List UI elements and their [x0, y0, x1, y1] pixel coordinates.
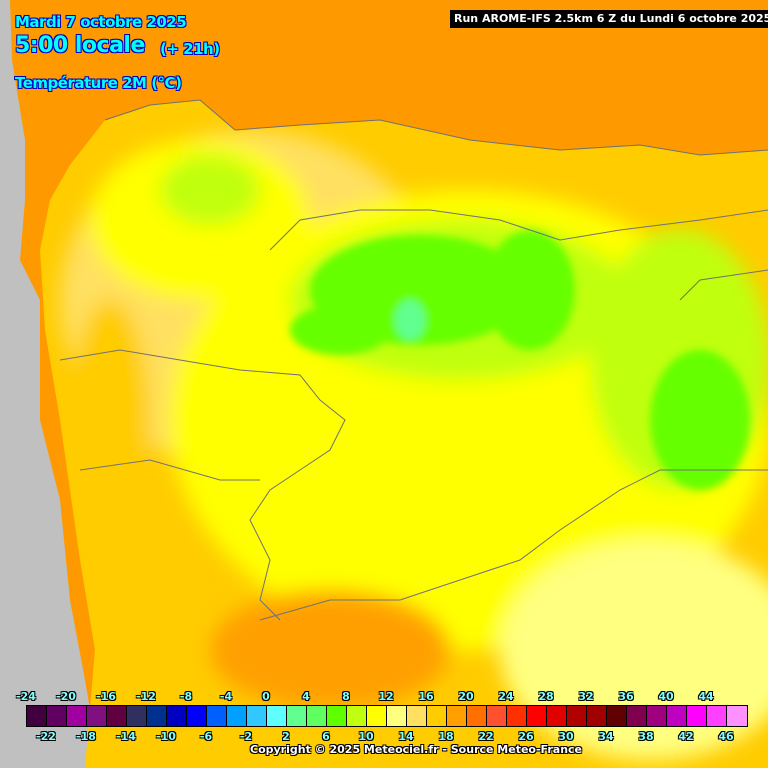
legend-label-bottom: -22 [36, 730, 56, 743]
legend-label-bottom: 14 [398, 730, 414, 743]
legend-label-bottom: 38 [638, 730, 654, 743]
legend-swatch [427, 706, 447, 726]
legend-swatch [687, 706, 707, 726]
legend-swatch [587, 706, 607, 726]
legend-swatch [307, 706, 327, 726]
legend-swatch [447, 706, 467, 726]
legend-swatch [107, 706, 127, 726]
legend-swatch [167, 706, 187, 726]
forecast-date: Mardi 7 octobre 2025 [15, 13, 187, 31]
legend-swatch [347, 706, 367, 726]
legend-label-bottom: 34 [598, 730, 614, 743]
legend-label-top: 36 [618, 690, 634, 703]
legend-swatch [27, 706, 47, 726]
legend-label-bottom: 2 [282, 730, 290, 743]
legend-swatch [707, 706, 727, 726]
legend-swatch [667, 706, 687, 726]
legend-swatch [547, 706, 567, 726]
legend-label-top: 12 [378, 690, 394, 703]
legend-label-bottom: -18 [76, 730, 96, 743]
borders [59, 99, 768, 621]
color-scale-legend [26, 705, 748, 727]
legend-swatch [187, 706, 207, 726]
legend-label-top: 40 [658, 690, 674, 703]
outside-domain [0, 0, 100, 768]
legend-swatch [287, 706, 307, 726]
legend-label-bottom: 18 [438, 730, 454, 743]
legend-label-top: 24 [498, 690, 514, 703]
legend-swatch [727, 706, 747, 726]
legend-swatch [507, 706, 527, 726]
legend-label-top: 28 [538, 690, 554, 703]
legend-label-top: -16 [96, 690, 116, 703]
legend-swatch [387, 706, 407, 726]
legend-label-top: 16 [418, 690, 434, 703]
legend-swatch [267, 706, 287, 726]
legend-swatch [87, 706, 107, 726]
legend-label-bottom: 10 [358, 730, 374, 743]
forecast-time: 5:00 locale [15, 33, 145, 58]
model-run-banner: Run AROME-IFS 2.5km 6 Z du Lundi 6 octob… [450, 10, 768, 28]
legend-label-top: 44 [698, 690, 714, 703]
legend-label-bottom: 30 [558, 730, 574, 743]
legend-label-top: -8 [179, 690, 193, 703]
legend-label-bottom: 22 [478, 730, 494, 743]
legend-swatch [327, 706, 347, 726]
legend-label-bottom: -2 [239, 730, 253, 743]
legend-swatch [227, 706, 247, 726]
legend-swatch [627, 706, 647, 726]
legend-swatch [607, 706, 627, 726]
legend-swatch [207, 706, 227, 726]
legend-label-bottom: 42 [678, 730, 694, 743]
legend-label-bottom: 26 [518, 730, 534, 743]
legend-label-bottom: 46 [718, 730, 734, 743]
legend-label-top: 20 [458, 690, 474, 703]
legend-label-top: -4 [219, 690, 233, 703]
legend-label-top: -20 [56, 690, 76, 703]
legend-label-top: -24 [16, 690, 36, 703]
legend-label-bottom: -14 [116, 730, 136, 743]
legend-label-top: 0 [262, 690, 270, 703]
legend-swatch [367, 706, 387, 726]
copyright: Copyright © 2025 Meteociel.fr - Source M… [250, 743, 583, 756]
legend-label-bottom: 6 [322, 730, 330, 743]
legend-swatch [487, 706, 507, 726]
legend-label-bottom: -10 [156, 730, 176, 743]
legend-swatch [247, 706, 267, 726]
legend-swatch [47, 706, 67, 726]
legend-label-bottom: -6 [199, 730, 213, 743]
legend-swatch [527, 706, 547, 726]
legend-swatch [127, 706, 147, 726]
legend-swatch [647, 706, 667, 726]
legend-swatch [407, 706, 427, 726]
legend-label-top: 4 [302, 690, 310, 703]
forecast-lead-time: (+ 21h) [160, 40, 220, 58]
legend-label-top: 32 [578, 690, 594, 703]
variable-title: Température 2M (°C) [15, 74, 182, 92]
legend-swatch [567, 706, 587, 726]
legend-label-top: 8 [342, 690, 350, 703]
legend-label-top: -12 [136, 690, 156, 703]
legend-swatch [147, 706, 167, 726]
legend-swatch [467, 706, 487, 726]
legend-swatch [67, 706, 87, 726]
